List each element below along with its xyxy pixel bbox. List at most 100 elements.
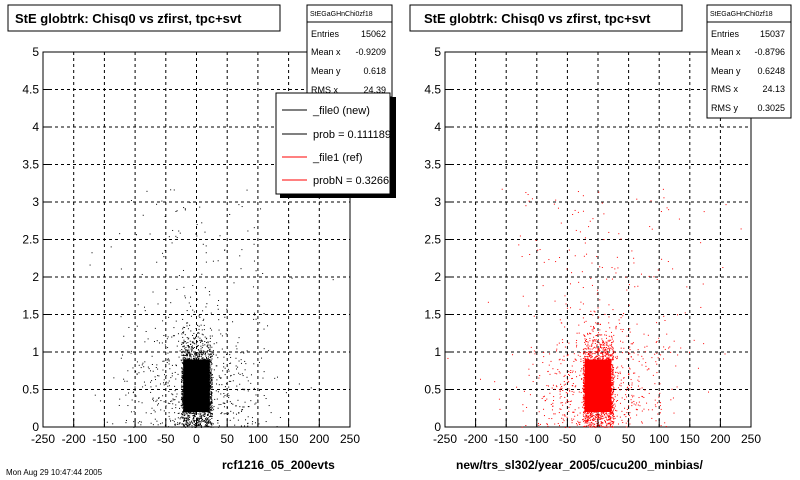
scatter-point <box>195 426 197 428</box>
scatter-point <box>217 391 219 393</box>
scatter-point <box>210 378 212 380</box>
scatter-point <box>632 358 634 360</box>
scatter-point <box>210 426 212 428</box>
scatter-point <box>196 357 198 359</box>
scatter-point <box>609 393 611 395</box>
scatter-point <box>678 218 680 220</box>
scatter-point <box>593 358 595 360</box>
scatter-point <box>582 381 584 383</box>
scatter-point <box>596 334 598 336</box>
scatter-point <box>587 415 589 417</box>
scatter-point <box>194 385 196 387</box>
scatter-point <box>208 422 210 424</box>
scatter-point <box>191 366 193 368</box>
scatter-point <box>591 390 593 392</box>
scatter-point <box>245 419 247 421</box>
scatter-point <box>586 376 588 378</box>
scatter-point <box>212 260 214 262</box>
scatter-point <box>512 354 514 356</box>
scatter-point <box>213 353 215 355</box>
scatter-point <box>596 377 598 379</box>
scatter-point <box>583 419 585 421</box>
scatter-point <box>218 375 220 377</box>
scatter-point <box>131 399 133 401</box>
scatter-point <box>609 347 611 349</box>
scatter-point <box>210 376 212 378</box>
scatter-point <box>588 360 590 362</box>
scatter-point <box>612 372 614 374</box>
scatter-point <box>568 388 570 390</box>
scatter-point <box>226 407 228 409</box>
scatter-point <box>596 395 598 397</box>
scatter-point <box>644 351 646 353</box>
scatter-point <box>604 362 606 364</box>
scatter-point <box>235 345 237 347</box>
scatter-point <box>592 392 594 394</box>
scatter-point <box>171 375 173 377</box>
scatter-point <box>600 381 602 383</box>
scatter-point <box>177 423 179 425</box>
scatter-point <box>186 362 188 364</box>
scatter-point <box>186 412 188 414</box>
scatter-point <box>232 380 234 382</box>
scatter-point <box>626 387 628 389</box>
scatter-point <box>552 368 554 370</box>
scatter-point <box>210 424 212 426</box>
scatter-point <box>479 378 481 380</box>
scatter-point <box>183 415 185 417</box>
scatter-point <box>245 363 247 365</box>
scatter-point <box>207 395 209 397</box>
scatter-point <box>197 361 199 363</box>
scatter-point <box>187 399 189 401</box>
scatter-point <box>187 344 189 346</box>
scatter-point <box>190 367 192 369</box>
scatter-point <box>596 323 598 325</box>
scatter-point <box>607 355 609 357</box>
scatter-point <box>596 423 598 425</box>
scatter-point <box>183 374 185 376</box>
scatter-point <box>196 419 198 421</box>
scatter-point <box>195 354 197 356</box>
scatter-point <box>600 382 602 384</box>
scatter-point <box>595 408 597 410</box>
scatter-point <box>612 409 614 411</box>
scatter-point <box>565 303 567 305</box>
scatter-point <box>592 379 594 381</box>
scatter-point <box>607 399 609 401</box>
scatter-point <box>199 379 201 381</box>
scatter-point <box>591 369 593 371</box>
scatter-point <box>595 402 597 404</box>
scatter-point <box>200 376 202 378</box>
scatter-point <box>186 399 188 401</box>
scatter-point <box>595 368 597 370</box>
scatter-point <box>193 367 195 369</box>
scatter-point <box>585 383 587 385</box>
scatter-point <box>187 419 189 421</box>
scatter-point <box>134 386 136 388</box>
scatter-point <box>604 421 606 423</box>
scatter-point <box>553 203 555 205</box>
scatter-point <box>611 382 613 384</box>
scatter-point <box>656 372 658 374</box>
scatter-point <box>183 331 185 333</box>
scatter-point <box>194 426 196 428</box>
scatter-point <box>184 405 186 407</box>
scatter-point <box>188 392 190 394</box>
scatter-point <box>192 400 194 402</box>
scatter-point <box>200 384 202 386</box>
scatter-point <box>584 420 586 422</box>
scatter-point <box>221 384 223 386</box>
scatter-point <box>195 370 197 372</box>
scatter-point <box>188 414 190 416</box>
scatter-point <box>594 361 596 363</box>
scatter-point <box>183 341 185 343</box>
scatter-point <box>177 373 179 375</box>
scatter-point <box>600 370 602 372</box>
scatter-point <box>204 415 206 417</box>
scatter-point <box>207 414 209 416</box>
scatter-point <box>664 422 666 424</box>
scatter-point <box>194 398 196 400</box>
scatter-point <box>186 363 188 365</box>
scatter-point <box>583 374 585 376</box>
scatter-point <box>588 348 590 350</box>
